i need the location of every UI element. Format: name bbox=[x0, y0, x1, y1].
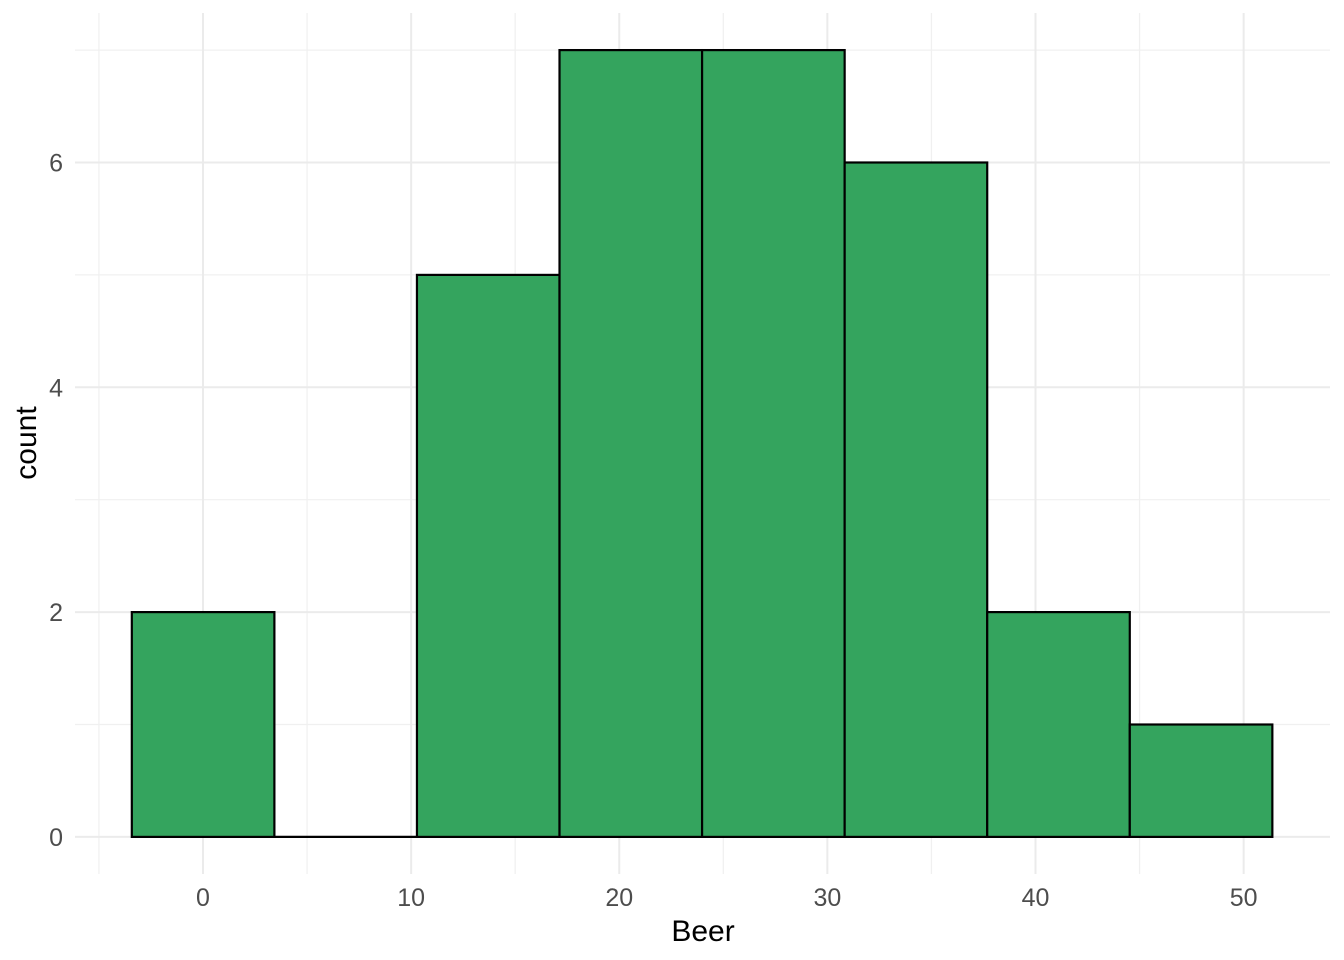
histogram-bar-5 bbox=[843, 161, 989, 839]
histogram-bar-4 bbox=[700, 48, 846, 839]
y-axis-tick-label-1: 2 bbox=[49, 599, 63, 627]
x-axis-title: Beer bbox=[671, 915, 734, 948]
x-axis-tick-label-5: 50 bbox=[1230, 884, 1258, 912]
y-axis-tick-label-0: 0 bbox=[49, 824, 63, 852]
x-axis-tick-label-4: 40 bbox=[1022, 884, 1050, 912]
y-axis-tick-label-2: 4 bbox=[49, 374, 63, 402]
x-axis-tick-label-1: 10 bbox=[397, 884, 425, 912]
histogram-bar-3 bbox=[558, 48, 704, 839]
histogram-bar-6 bbox=[986, 611, 1131, 839]
x-axis-tick-label-3: 30 bbox=[813, 884, 841, 912]
x-axis-tick-label-2: 20 bbox=[605, 884, 633, 912]
histogram-bar-2 bbox=[415, 273, 561, 839]
x-axis-tick-label-0: 0 bbox=[196, 884, 210, 912]
histogram-bar-0 bbox=[130, 611, 276, 839]
y-axis-tick-label-3: 6 bbox=[49, 149, 63, 177]
histogram-bar-7 bbox=[1128, 723, 1274, 839]
y-axis-title: count bbox=[10, 406, 43, 480]
